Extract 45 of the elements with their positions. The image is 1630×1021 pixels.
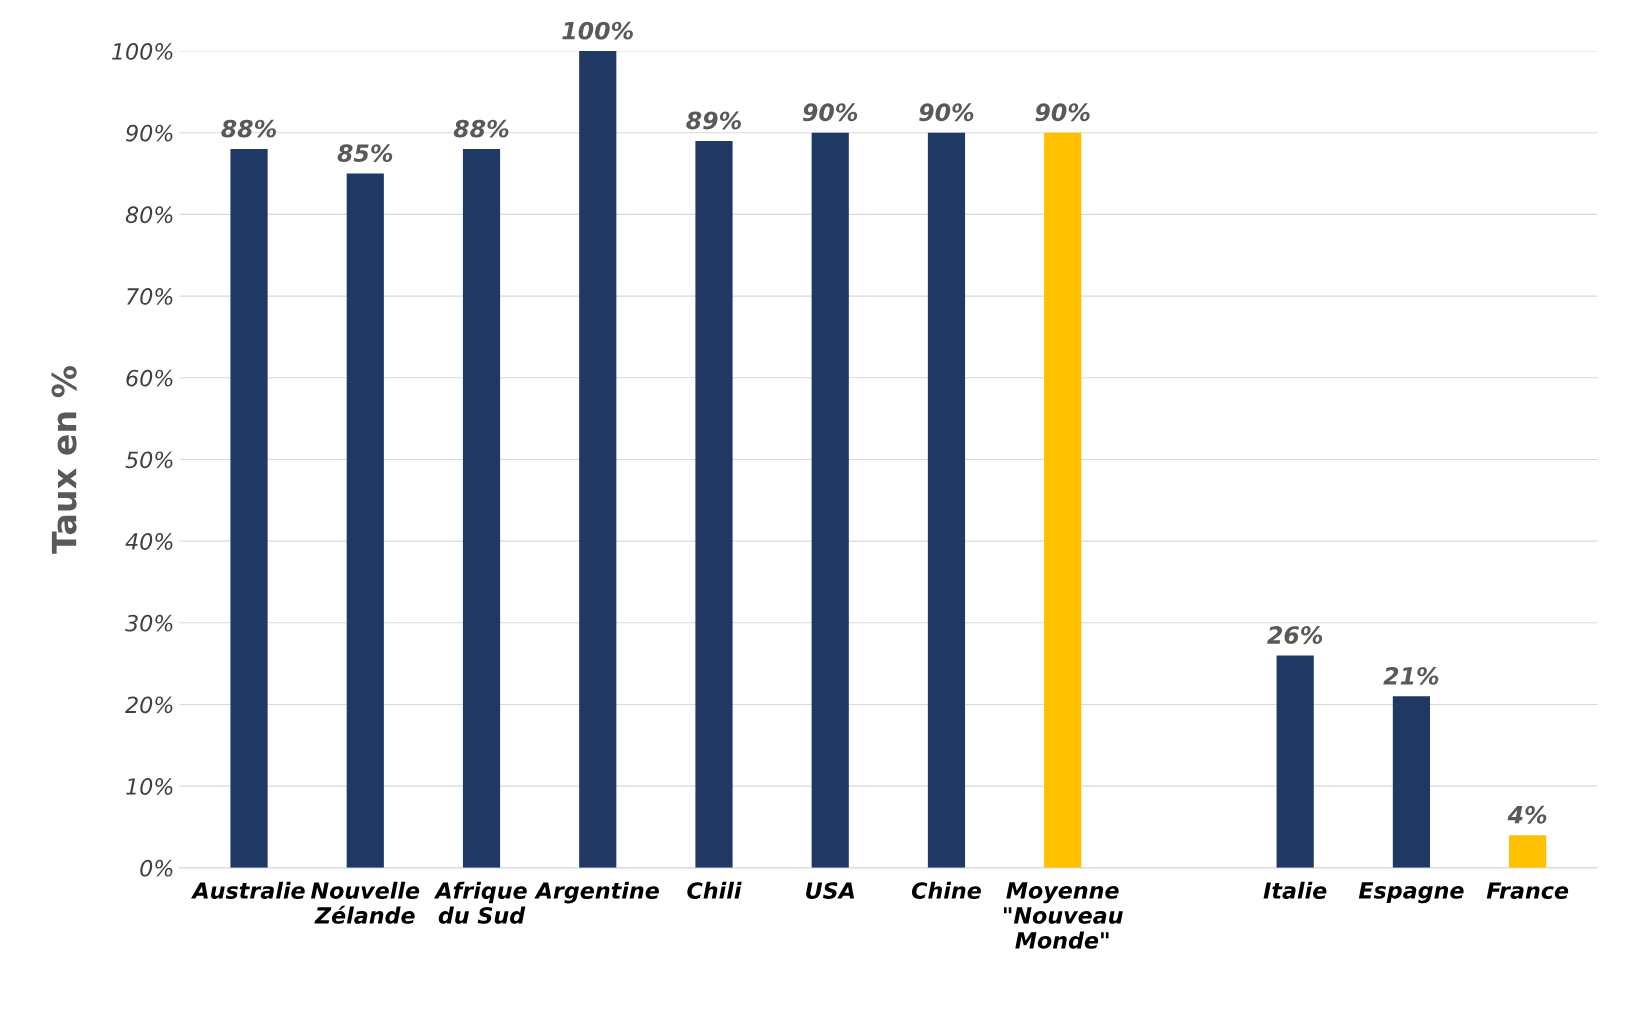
y-tick-label: 20% bbox=[125, 696, 173, 714]
bar bbox=[346, 173, 384, 868]
x-tick-label: Argentine bbox=[534, 881, 659, 904]
bar bbox=[462, 149, 501, 868]
y-tick-label: 80% bbox=[125, 206, 173, 224]
data-label: 90% bbox=[802, 103, 858, 122]
x-tick-label: Chine bbox=[911, 881, 981, 899]
bar bbox=[579, 51, 617, 868]
bar bbox=[1044, 132, 1082, 868]
data-label: 21% bbox=[1383, 666, 1439, 685]
x-tick-label: Chili bbox=[687, 881, 742, 899]
bar bbox=[230, 149, 268, 868]
y-tick-label: 40% bbox=[125, 533, 173, 550]
bar bbox=[927, 132, 966, 868]
y-tick-label: 30% bbox=[125, 614, 173, 632]
data-label: 26% bbox=[1267, 626, 1323, 644]
x-tick-label: USA bbox=[806, 882, 855, 899]
y-tick-label: 70% bbox=[127, 288, 173, 305]
bar bbox=[811, 132, 849, 868]
y-tick-label: 90% bbox=[126, 124, 173, 142]
x-tick-label: Moyenne "Nouveau Monde" bbox=[1004, 882, 1123, 949]
y-tick-label: 10% bbox=[126, 778, 173, 795]
y-tick-label: 0% bbox=[140, 859, 173, 877]
data-label: 89% bbox=[686, 111, 741, 130]
bar bbox=[1509, 835, 1547, 868]
bar bbox=[1276, 655, 1314, 868]
y-tick-label: 50% bbox=[125, 451, 173, 469]
x-tick-label: Afrique du Sud bbox=[433, 881, 527, 924]
y-tick-label: 100% bbox=[111, 43, 173, 60]
x-tick-label: Australie bbox=[191, 881, 305, 899]
x-tick-label: Italie bbox=[1263, 881, 1327, 899]
data-label: 90% bbox=[1035, 103, 1090, 122]
data-label: 100% bbox=[562, 21, 633, 40]
data-label: 85% bbox=[337, 144, 393, 163]
data-label: 4% bbox=[1507, 805, 1547, 824]
y-tick-label: 60% bbox=[126, 369, 173, 387]
x-tick-label: Nouvelle Zélande bbox=[310, 881, 420, 924]
x-tick-label: France bbox=[1486, 882, 1569, 899]
bar bbox=[695, 140, 733, 868]
data-label: 88% bbox=[453, 119, 509, 138]
data-label: 88% bbox=[221, 119, 276, 138]
y-axis-title: Taux en % bbox=[51, 365, 77, 554]
x-tick-label: Espagne bbox=[1358, 882, 1464, 904]
bar bbox=[1392, 696, 1431, 868]
data-label: 90% bbox=[919, 103, 974, 122]
